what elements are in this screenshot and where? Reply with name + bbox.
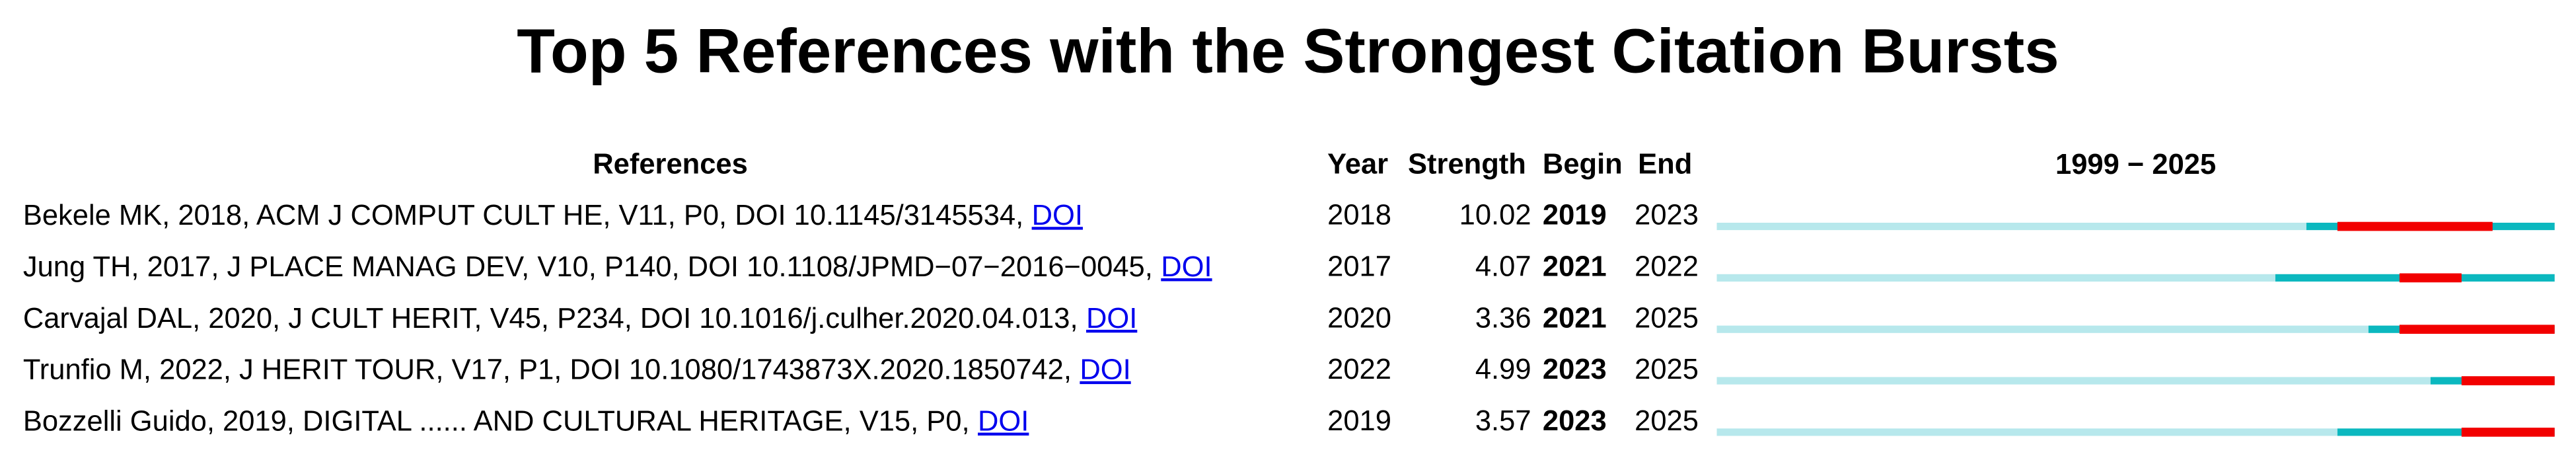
- pre-publication-bar: [1716, 222, 2306, 231]
- reference: Bekele MK, 2018, ACM J COMPUT CULT HE, V…: [23, 200, 1083, 231]
- header-references: References: [593, 149, 748, 180]
- begin: 2019: [1543, 200, 1607, 231]
- year: 2017: [1327, 251, 1391, 283]
- timeline-end: 2025: [2152, 149, 2216, 180]
- burst-bar: [2461, 428, 2555, 437]
- title: Top 5 References with the Strongest Cita…: [517, 17, 2059, 87]
- header-end: End: [1638, 149, 1692, 180]
- reference: Bozzelli Guido, 2019, DIGITAL ...... AND…: [23, 405, 1029, 437]
- header-year: Year: [1327, 149, 1388, 180]
- burst-bar: [2399, 273, 2462, 283]
- reference: Trunfio M, 2022, J HERIT TOUR, V17, P1, …: [23, 354, 1131, 385]
- reference-text: Carvajal DAL, 2020, J CULT HERIT, V45, P…: [23, 302, 1078, 334]
- begin: 2023: [1543, 354, 1607, 385]
- strength: 10.02: [1459, 200, 1531, 231]
- strength: 3.57: [1475, 405, 1531, 437]
- strength: 4.07: [1475, 251, 1531, 283]
- end: 2025: [1635, 354, 1699, 385]
- pre-publication-bar: [1716, 377, 2431, 385]
- year: 2018: [1327, 200, 1391, 231]
- reference-text: Jung TH, 2017, J PLACE MANAG DEV, V10, P…: [23, 251, 1153, 283]
- header-timeline: 1999 − 2025: [2055, 149, 2216, 180]
- burst-bar: [2337, 221, 2493, 231]
- begin: 2021: [1543, 302, 1607, 334]
- timeline-start: 1999: [2055, 149, 2119, 180]
- reference-text: Bekele MK, 2018, ACM J COMPUT CULT HE, V…: [23, 200, 1023, 231]
- burst-bar: [2461, 376, 2555, 385]
- begin: 2021: [1543, 251, 1607, 283]
- end: 2025: [1635, 405, 1699, 437]
- doi-link[interactable]: DOI: [978, 405, 1029, 437]
- header-strength: Strength: [1408, 149, 1526, 180]
- reference: Carvajal DAL, 2020, J CULT HERIT, V45, P…: [23, 302, 1137, 334]
- strength: 4.99: [1475, 354, 1531, 385]
- strength: 3.36: [1475, 302, 1531, 334]
- reference-text: Trunfio M, 2022, J HERIT TOUR, V17, P1, …: [23, 354, 1072, 385]
- post-publication-bar: [2337, 428, 2555, 436]
- burst-bar: [2399, 325, 2555, 334]
- timeline-separator: −: [2127, 149, 2144, 180]
- doi-link[interactable]: DOI: [1032, 200, 1083, 231]
- year: 2022: [1327, 354, 1391, 385]
- year: 2019: [1327, 405, 1391, 437]
- doi-link[interactable]: DOI: [1161, 251, 1212, 283]
- end: 2025: [1635, 302, 1699, 334]
- header-begin: Begin: [1543, 149, 1623, 180]
- pre-publication-bar: [1716, 274, 2275, 282]
- end: 2023: [1635, 200, 1699, 231]
- pre-publication-bar: [1716, 325, 2369, 333]
- doi-link[interactable]: DOI: [1080, 354, 1130, 385]
- doi-link[interactable]: DOI: [1086, 302, 1137, 334]
- year: 2020: [1327, 302, 1391, 334]
- reference: Jung TH, 2017, J PLACE MANAG DEV, V10, P…: [23, 251, 1212, 283]
- reference-text: Bozzelli Guido, 2019, DIGITAL ...... AND…: [23, 405, 970, 437]
- begin: 2023: [1543, 405, 1607, 437]
- pre-publication-bar: [1716, 428, 2337, 436]
- end: 2022: [1635, 251, 1699, 283]
